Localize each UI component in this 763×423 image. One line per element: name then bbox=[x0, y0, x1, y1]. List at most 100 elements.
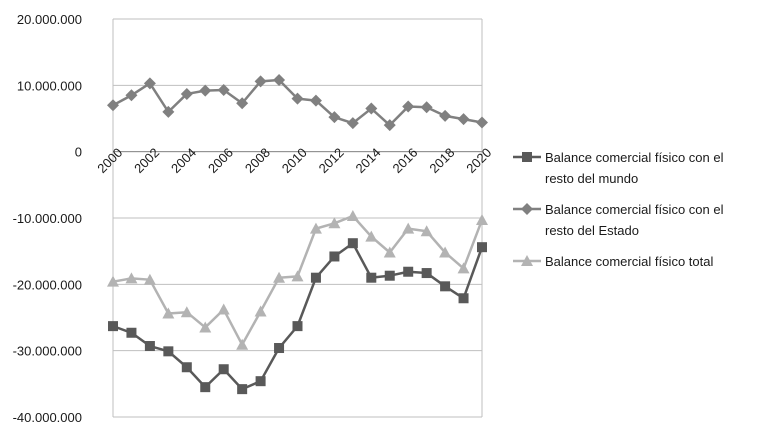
data-point bbox=[366, 272, 377, 283]
data-point bbox=[439, 109, 452, 122]
x-tick-label: 2018 bbox=[426, 145, 457, 176]
data-point bbox=[163, 346, 174, 357]
data-point bbox=[457, 113, 470, 126]
y-axis-tick-labels: 20.000.000 10.000.000 0 -10.000.000 -20.000.… bbox=[13, 12, 82, 423]
x-tick-label: 2000 bbox=[94, 145, 125, 176]
data-point bbox=[274, 343, 285, 354]
data-point bbox=[292, 321, 303, 332]
x-tick-label: 2002 bbox=[131, 145, 162, 176]
x-tick-label: 2010 bbox=[279, 145, 310, 176]
data-point bbox=[254, 75, 267, 88]
data-point bbox=[310, 272, 321, 283]
data-point bbox=[199, 321, 212, 333]
data-point bbox=[477, 242, 487, 253]
y-tick-label: 20.000.000 bbox=[17, 12, 82, 27]
data-point bbox=[329, 251, 340, 262]
legend: Balance comercial físico con el resto del… bbox=[513, 150, 724, 269]
x-tick-label: 2020 bbox=[463, 145, 494, 176]
x-tick-label: 2008 bbox=[242, 145, 273, 176]
series-square bbox=[108, 238, 487, 395]
data-point bbox=[162, 105, 175, 118]
data-point bbox=[125, 272, 138, 284]
grid bbox=[113, 18, 482, 418]
data-point bbox=[237, 384, 248, 395]
data-point bbox=[402, 222, 415, 234]
legend-item: Balance comercial físico total bbox=[513, 254, 713, 269]
series-triangle bbox=[107, 210, 488, 350]
x-tick-label: 2014 bbox=[353, 145, 384, 176]
data-point bbox=[107, 275, 119, 287]
data-point bbox=[291, 270, 304, 282]
data-point bbox=[254, 305, 267, 317]
data-point bbox=[476, 213, 488, 225]
data-point bbox=[273, 271, 286, 283]
x-tick-label: 2012 bbox=[316, 145, 347, 176]
data-point bbox=[347, 238, 358, 249]
data-point bbox=[420, 225, 433, 237]
data-point bbox=[255, 376, 266, 387]
data-point bbox=[200, 382, 211, 393]
data-point bbox=[162, 307, 175, 319]
data-point bbox=[108, 321, 118, 332]
legend-marker bbox=[522, 152, 532, 162]
legend-item: Balance comercial físico con el resto del… bbox=[513, 202, 724, 238]
data-point bbox=[458, 293, 469, 304]
legend-label: resto del Estado bbox=[545, 223, 639, 238]
y-tick-label: 0 bbox=[75, 145, 82, 160]
data-point bbox=[236, 97, 249, 110]
y-tick-label: -10.000.000 bbox=[13, 211, 82, 226]
data-point bbox=[476, 116, 488, 129]
data-point bbox=[218, 364, 229, 375]
y-tick-label: -20.000.000 bbox=[13, 277, 82, 292]
data-point bbox=[457, 262, 470, 274]
data-point bbox=[383, 246, 396, 258]
data-point bbox=[384, 270, 395, 281]
legend-marker bbox=[521, 255, 533, 266]
data-point bbox=[291, 92, 304, 105]
data-point bbox=[346, 117, 359, 130]
data-point bbox=[180, 306, 193, 318]
x-tick-label: 2016 bbox=[389, 145, 420, 176]
data-point bbox=[125, 89, 138, 102]
legend-label: resto del mundo bbox=[545, 171, 638, 186]
series-diamond bbox=[107, 74, 488, 132]
series bbox=[107, 74, 488, 395]
legend-marker bbox=[521, 203, 533, 215]
data-point bbox=[439, 246, 452, 258]
data-point bbox=[143, 273, 156, 285]
data-point bbox=[309, 222, 322, 234]
y-tick-label: 10.000.000 bbox=[17, 78, 82, 93]
data-point bbox=[346, 210, 359, 222]
data-point bbox=[365, 102, 378, 115]
data-point bbox=[236, 338, 249, 350]
y-tick-label: -30.000.000 bbox=[13, 344, 82, 359]
data-point bbox=[144, 341, 155, 352]
data-point bbox=[217, 83, 230, 96]
data-point bbox=[309, 94, 322, 107]
data-point bbox=[421, 268, 432, 279]
data-point bbox=[403, 266, 414, 277]
y-tick-label: -40.000.000 bbox=[13, 410, 82, 423]
data-point bbox=[180, 87, 193, 100]
legend-item: Balance comercial físico con el resto del… bbox=[513, 150, 724, 186]
data-point bbox=[273, 74, 286, 87]
data-point bbox=[126, 327, 137, 338]
data-point bbox=[143, 77, 156, 90]
legend-label: Balance comercial físico con el bbox=[545, 150, 724, 165]
data-point bbox=[107, 99, 119, 112]
x-tick-label: 2006 bbox=[205, 145, 236, 176]
data-point bbox=[440, 281, 451, 292]
data-point bbox=[199, 84, 212, 97]
data-point bbox=[328, 217, 341, 229]
data-point bbox=[383, 119, 396, 132]
x-tick-label: 2004 bbox=[168, 145, 199, 176]
data-point bbox=[181, 362, 192, 373]
data-point bbox=[217, 303, 230, 315]
data-point bbox=[328, 111, 341, 124]
legend-label: Balance comercial físico con el bbox=[545, 202, 724, 217]
legend-label: Balance comercial físico total bbox=[545, 254, 713, 269]
data-point bbox=[402, 100, 415, 113]
data-point bbox=[420, 101, 433, 114]
